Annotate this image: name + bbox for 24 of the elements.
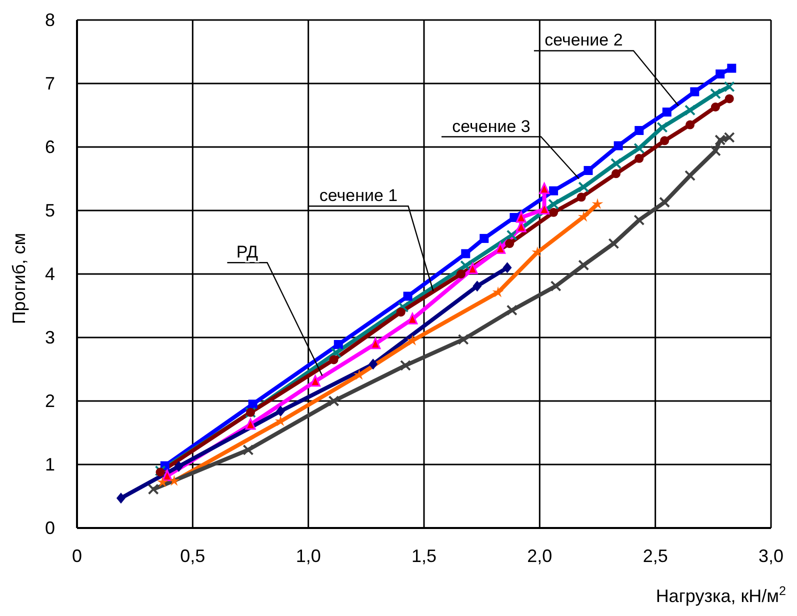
x-tick-label: 2,5	[642, 546, 668, 566]
y-axis-title: Прогиб, см	[10, 232, 30, 324]
x-axis-title: Нагрузка, кН/м$^{2}$	[656, 584, 786, 606]
y-tick-label: 2	[44, 391, 55, 411]
x-tick-label: 1,0	[296, 546, 321, 566]
y-tick-label: 1	[44, 454, 55, 474]
annotation: РД	[236, 242, 259, 262]
x-tick-label: 3,0	[758, 546, 784, 566]
x-tick-label: 0,5	[180, 546, 206, 566]
y-tick-label: 8	[44, 10, 55, 30]
y-tick-label: 7	[44, 74, 55, 94]
label-pointer: сечение 2	[534, 30, 679, 106]
x-tick-label: 0	[72, 546, 82, 566]
y-tick-label: 0	[44, 518, 55, 538]
y-tick-label: 4	[44, 264, 55, 284]
annotation: сечение 3	[452, 116, 530, 136]
y-tick-label: 3	[44, 328, 55, 348]
annotation: сечение 1	[319, 186, 398, 206]
x-tick-label: 1,5	[411, 546, 437, 566]
label-pointer: сечение 3	[442, 116, 580, 180]
x-tick-label: 2,0	[527, 546, 552, 566]
y-tick-label: 6	[44, 137, 55, 157]
annotation: сечение 2	[544, 30, 623, 50]
y-tick-label: 5	[44, 200, 55, 220]
